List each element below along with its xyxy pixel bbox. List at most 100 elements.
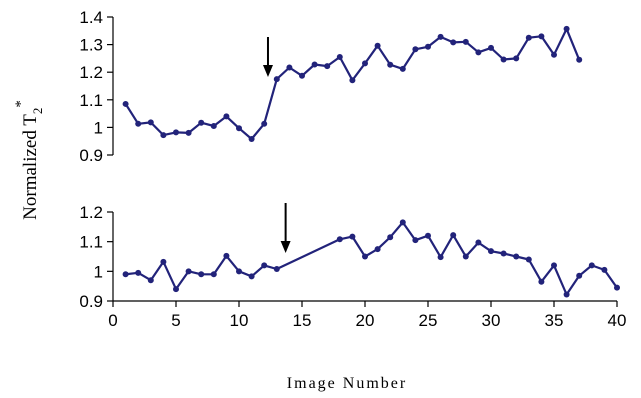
x-tick-label: 15 — [293, 311, 312, 330]
data-point — [387, 61, 394, 68]
data-point — [399, 65, 406, 72]
data-point — [588, 262, 595, 269]
data-point — [462, 38, 469, 45]
data-point — [576, 56, 583, 63]
data-point — [311, 61, 318, 68]
data-point — [261, 262, 268, 269]
arrow-head-icon — [262, 65, 273, 77]
data-point — [513, 253, 520, 260]
data-point — [500, 56, 507, 63]
data-point — [173, 286, 179, 293]
series-line — [124, 27, 581, 141]
data-point — [248, 273, 255, 280]
y-tick-label: 1.4 — [79, 8, 103, 27]
data-point — [576, 272, 583, 279]
y-tick-label: 1.1 — [79, 91, 103, 110]
data-point — [147, 277, 154, 284]
data-point — [374, 42, 381, 49]
data-point — [336, 54, 343, 61]
data-point — [122, 100, 129, 107]
data-point — [374, 246, 381, 253]
data-point — [462, 253, 469, 260]
x-tick-label: 20 — [356, 311, 375, 330]
data-point — [475, 49, 482, 56]
arrow-head-icon — [280, 241, 291, 253]
data-point — [500, 250, 507, 257]
data-point — [425, 43, 431, 50]
data-point — [450, 39, 457, 46]
data-point — [324, 63, 331, 70]
x-tick-label: 25 — [419, 311, 438, 330]
data-point — [122, 271, 129, 278]
data-point — [336, 236, 343, 243]
data-point — [286, 64, 293, 71]
data-point — [147, 119, 154, 126]
data-point — [349, 77, 356, 84]
data-point — [173, 129, 179, 136]
data-point — [425, 232, 431, 239]
y-tick-label: 1.2 — [79, 63, 103, 82]
data-point — [273, 76, 280, 83]
data-point — [236, 125, 242, 132]
data-point — [160, 132, 167, 139]
data-point — [135, 120, 142, 127]
data-point — [538, 278, 545, 285]
y-tick-label: 1.3 — [79, 36, 103, 55]
y-tick-label: 1.1 — [79, 233, 103, 252]
x-tick-label: 10 — [230, 311, 249, 330]
data-point — [538, 33, 545, 40]
data-point — [525, 34, 532, 41]
x-tick-label: 40 — [608, 311, 627, 330]
x-tick-label: 0 — [108, 311, 117, 330]
data-point — [362, 60, 368, 67]
data-point — [185, 129, 192, 136]
data-point — [614, 284, 620, 291]
y-tick-label: 1.2 — [79, 203, 103, 222]
x-tick-label: 5 — [171, 311, 180, 330]
data-point — [299, 72, 305, 79]
data-point — [551, 262, 557, 269]
x-axis: 0 5 10 15 20 25 30 35 40 — [108, 300, 627, 330]
data-point — [488, 248, 494, 255]
y-tick-label: 0.9 — [79, 292, 103, 311]
data-point — [488, 44, 494, 51]
data-point — [185, 268, 192, 275]
data-point — [273, 265, 280, 272]
y-tick-label: 0.9 — [79, 146, 103, 165]
top-panel: 1.4 1.3 1.2 1.1 1 0.9 — [79, 8, 583, 165]
data-point — [261, 120, 268, 127]
y-tick-label: 1 — [94, 118, 103, 137]
data-point — [563, 25, 570, 32]
data-point — [387, 234, 394, 241]
y-tick-label: 1 — [94, 262, 103, 281]
data-point — [198, 271, 205, 278]
data-point — [437, 33, 444, 40]
data-point — [563, 291, 570, 298]
data-point — [475, 239, 482, 246]
data-point — [223, 113, 230, 120]
data-point — [210, 271, 217, 278]
data-point — [223, 252, 230, 259]
y-axis-title: Normalized T2* — [13, 100, 45, 220]
data-point — [210, 123, 217, 130]
x-tick-label: 35 — [545, 311, 564, 330]
data-point — [450, 232, 457, 239]
data-point — [349, 233, 356, 240]
data-point — [513, 55, 520, 62]
data-point — [601, 266, 608, 273]
x-axis-title: Image Number — [287, 375, 407, 392]
x-tick-label: 30 — [482, 311, 501, 330]
data-point — [362, 253, 368, 260]
data-point — [399, 219, 406, 226]
data-point — [160, 258, 167, 265]
data-point — [525, 256, 532, 263]
bottom-panel: 1.2 1.1 1 0.9 — [79, 203, 620, 311]
data-point — [437, 254, 444, 261]
data-point — [236, 268, 242, 275]
data-point — [198, 119, 205, 126]
data-point — [412, 237, 419, 244]
data-point — [135, 269, 142, 276]
data-point — [248, 135, 255, 142]
data-point — [551, 51, 557, 58]
